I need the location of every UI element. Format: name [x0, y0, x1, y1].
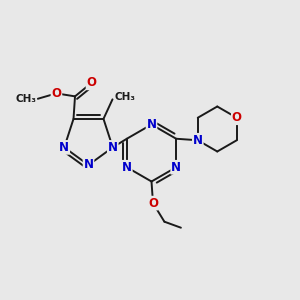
Text: O: O — [148, 196, 158, 210]
Text: N: N — [108, 141, 118, 154]
Text: N: N — [59, 141, 69, 154]
Text: N: N — [122, 161, 132, 174]
Text: CH₃: CH₃ — [15, 94, 36, 104]
Text: N: N — [193, 134, 203, 147]
Text: O: O — [232, 111, 242, 124]
Text: N: N — [171, 161, 181, 174]
Text: O: O — [51, 87, 62, 100]
Text: N: N — [146, 118, 157, 131]
Text: O: O — [86, 76, 97, 89]
Text: N: N — [83, 158, 94, 172]
Text: CH₃: CH₃ — [115, 92, 136, 102]
